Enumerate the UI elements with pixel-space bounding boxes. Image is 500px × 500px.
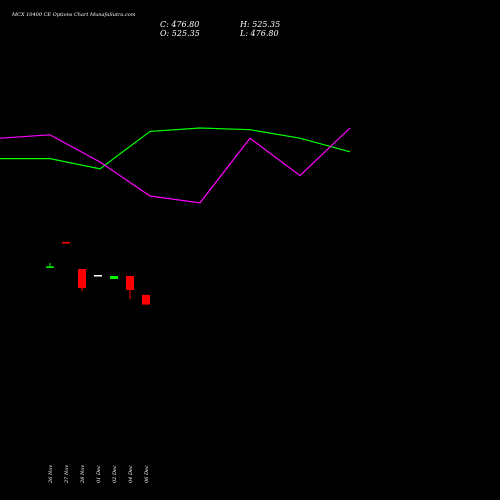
open-readout: O: 525.35	[160, 29, 200, 38]
series-line-0	[0, 127, 351, 170]
low-readout: L: 476.80	[239, 29, 279, 38]
high-readout: H: 525.35	[239, 20, 280, 29]
candle-body	[94, 275, 102, 277]
candle-body	[46, 266, 54, 268]
series-line-1	[0, 127, 351, 204]
candle-body	[78, 269, 86, 288]
x-tick-label: 06 Dec	[144, 465, 150, 483]
close-readout: C: 476.80	[160, 20, 199, 29]
candle-body	[142, 294, 150, 305]
x-tick-label: 26 Nov	[48, 465, 54, 484]
x-tick-label: 28 Nov	[80, 465, 86, 484]
green-series-layer	[0, 127, 351, 170]
x-tick-label: 27 Nov	[64, 465, 70, 484]
x-tick-label: 04 Dec	[128, 465, 134, 483]
chart-title: MCX 10400 CE Options Chart MunafaSutra.c…	[11, 12, 136, 18]
candle-body	[126, 276, 134, 290]
candle-body	[110, 276, 118, 279]
x-axis-ticks: 26 Nov 27 Nov 28 Nov 01 Dec 02 Dec 04 Dec 06 D…	[48, 465, 150, 484]
candles-layer	[46, 242, 150, 305]
x-tick-label: 02 Dec	[112, 465, 118, 483]
x-tick-label: 01 Dec	[96, 465, 102, 483]
candle-body	[62, 242, 70, 244]
magenta-series-layer	[0, 127, 351, 204]
